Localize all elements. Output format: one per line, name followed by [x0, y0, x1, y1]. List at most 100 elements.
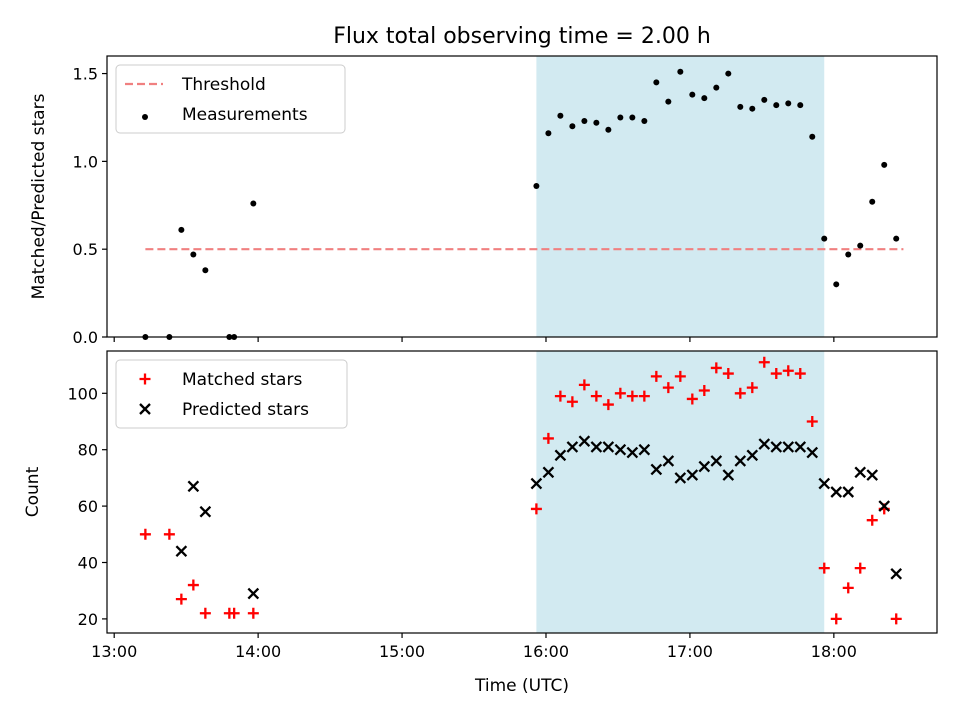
- data-point: [554, 390, 566, 402]
- data-point: [581, 117, 588, 124]
- data-point: [228, 607, 240, 619]
- data-point: [722, 469, 735, 481]
- data-point: [614, 387, 626, 399]
- x-tick-label: 15:00: [379, 642, 425, 661]
- data-point: [530, 477, 543, 490]
- data-point: [638, 390, 650, 402]
- y-tick-label: 1.0: [73, 152, 98, 171]
- data-point: [734, 455, 747, 467]
- data-point: [722, 368, 734, 380]
- x-tick-label: 13:00: [91, 642, 137, 661]
- data-point: [593, 119, 600, 126]
- legend-swatch: [139, 373, 151, 385]
- data-point: [617, 114, 624, 121]
- y-tick-label: 60: [78, 497, 98, 516]
- data-point: [139, 528, 151, 540]
- data-point: [614, 443, 627, 456]
- data-point: [713, 84, 720, 91]
- data-point: [701, 95, 708, 102]
- data-point: [674, 370, 686, 382]
- data-point: [199, 607, 211, 619]
- data-point: [818, 477, 831, 490]
- data-point: [650, 370, 662, 382]
- chart-title: Flux total observing time = 2.00 h: [333, 24, 711, 49]
- data-point: [542, 432, 554, 444]
- star-count-panel: 20 40 60 80 100 13:00 14:00 15:00 16:00 17:00 18:0…: [23, 350, 938, 661]
- data-point: [530, 503, 542, 515]
- series-predicted-stars: [175, 435, 903, 600]
- data-point: [758, 356, 770, 368]
- data-point: [650, 463, 663, 476]
- data-point: [794, 441, 807, 453]
- x-tick-label: 17:00: [667, 642, 713, 661]
- data-point: [566, 441, 579, 453]
- data-point: [557, 112, 564, 119]
- data-point: [821, 235, 828, 242]
- data-point: [674, 472, 687, 484]
- observing-window-span: [536, 56, 825, 337]
- data-point: [734, 387, 746, 399]
- data-point: [175, 593, 187, 605]
- data-point: [809, 133, 816, 140]
- data-point: [782, 365, 794, 377]
- data-point: [250, 200, 257, 207]
- data-point: [749, 105, 756, 112]
- data-point: [845, 251, 852, 258]
- data-point: [833, 281, 840, 288]
- data-point: [163, 528, 175, 540]
- data-point: [797, 102, 804, 109]
- data-point: [626, 446, 639, 459]
- data-point: [773, 102, 780, 109]
- data-point: [818, 562, 830, 574]
- data-point: [569, 123, 576, 130]
- data-point: [866, 469, 879, 481]
- data-point: [881, 161, 888, 168]
- y-tick-label: 20: [78, 610, 98, 629]
- legend: Threshold Measurements: [115, 64, 346, 134]
- data-point: [686, 393, 698, 405]
- data-point: [662, 382, 674, 394]
- data-point: [806, 416, 818, 427]
- data-point: [842, 486, 855, 498]
- data-point: [590, 390, 602, 402]
- legend-swatch: [142, 114, 148, 120]
- data-point: [770, 368, 782, 380]
- data-point: [869, 198, 876, 205]
- data-point: [665, 98, 672, 105]
- y-axis-label: Count: [23, 466, 43, 517]
- data-point: [890, 567, 903, 580]
- data-point: [794, 368, 806, 380]
- data-point: [686, 469, 699, 481]
- data-point: [830, 613, 842, 625]
- legend-label: Matched stars: [182, 370, 302, 390]
- data-point: [698, 384, 710, 396]
- x-axis-label: Time (UTC): [474, 676, 569, 696]
- data-point: [187, 480, 200, 493]
- data-point: [566, 396, 578, 408]
- legend-label: Threshold: [181, 75, 266, 95]
- observing-window-span: [536, 351, 825, 633]
- data-point: [737, 103, 744, 110]
- data-point: [746, 449, 759, 462]
- data-point: [710, 362, 722, 374]
- data-point: [638, 443, 651, 456]
- data-point: [187, 579, 199, 591]
- data-point: [178, 226, 185, 233]
- y-tick-label: 80: [78, 441, 98, 460]
- data-point: [746, 382, 758, 394]
- data-point: [641, 117, 648, 124]
- data-point: [199, 505, 212, 518]
- data-point: [545, 130, 552, 137]
- x-tick-label: 14:00: [235, 642, 281, 661]
- data-point: [893, 235, 900, 242]
- data-point: [629, 114, 636, 121]
- data-point: [602, 399, 614, 411]
- legend-label: Predicted stars: [182, 400, 309, 420]
- data-point: [247, 587, 260, 600]
- plot-frame: [106, 350, 938, 634]
- data-point: [890, 613, 902, 625]
- data-point: [698, 460, 711, 473]
- x-tick-label: 18:00: [811, 642, 857, 661]
- data-point: [785, 100, 792, 107]
- y-tick-label: 40: [78, 554, 98, 573]
